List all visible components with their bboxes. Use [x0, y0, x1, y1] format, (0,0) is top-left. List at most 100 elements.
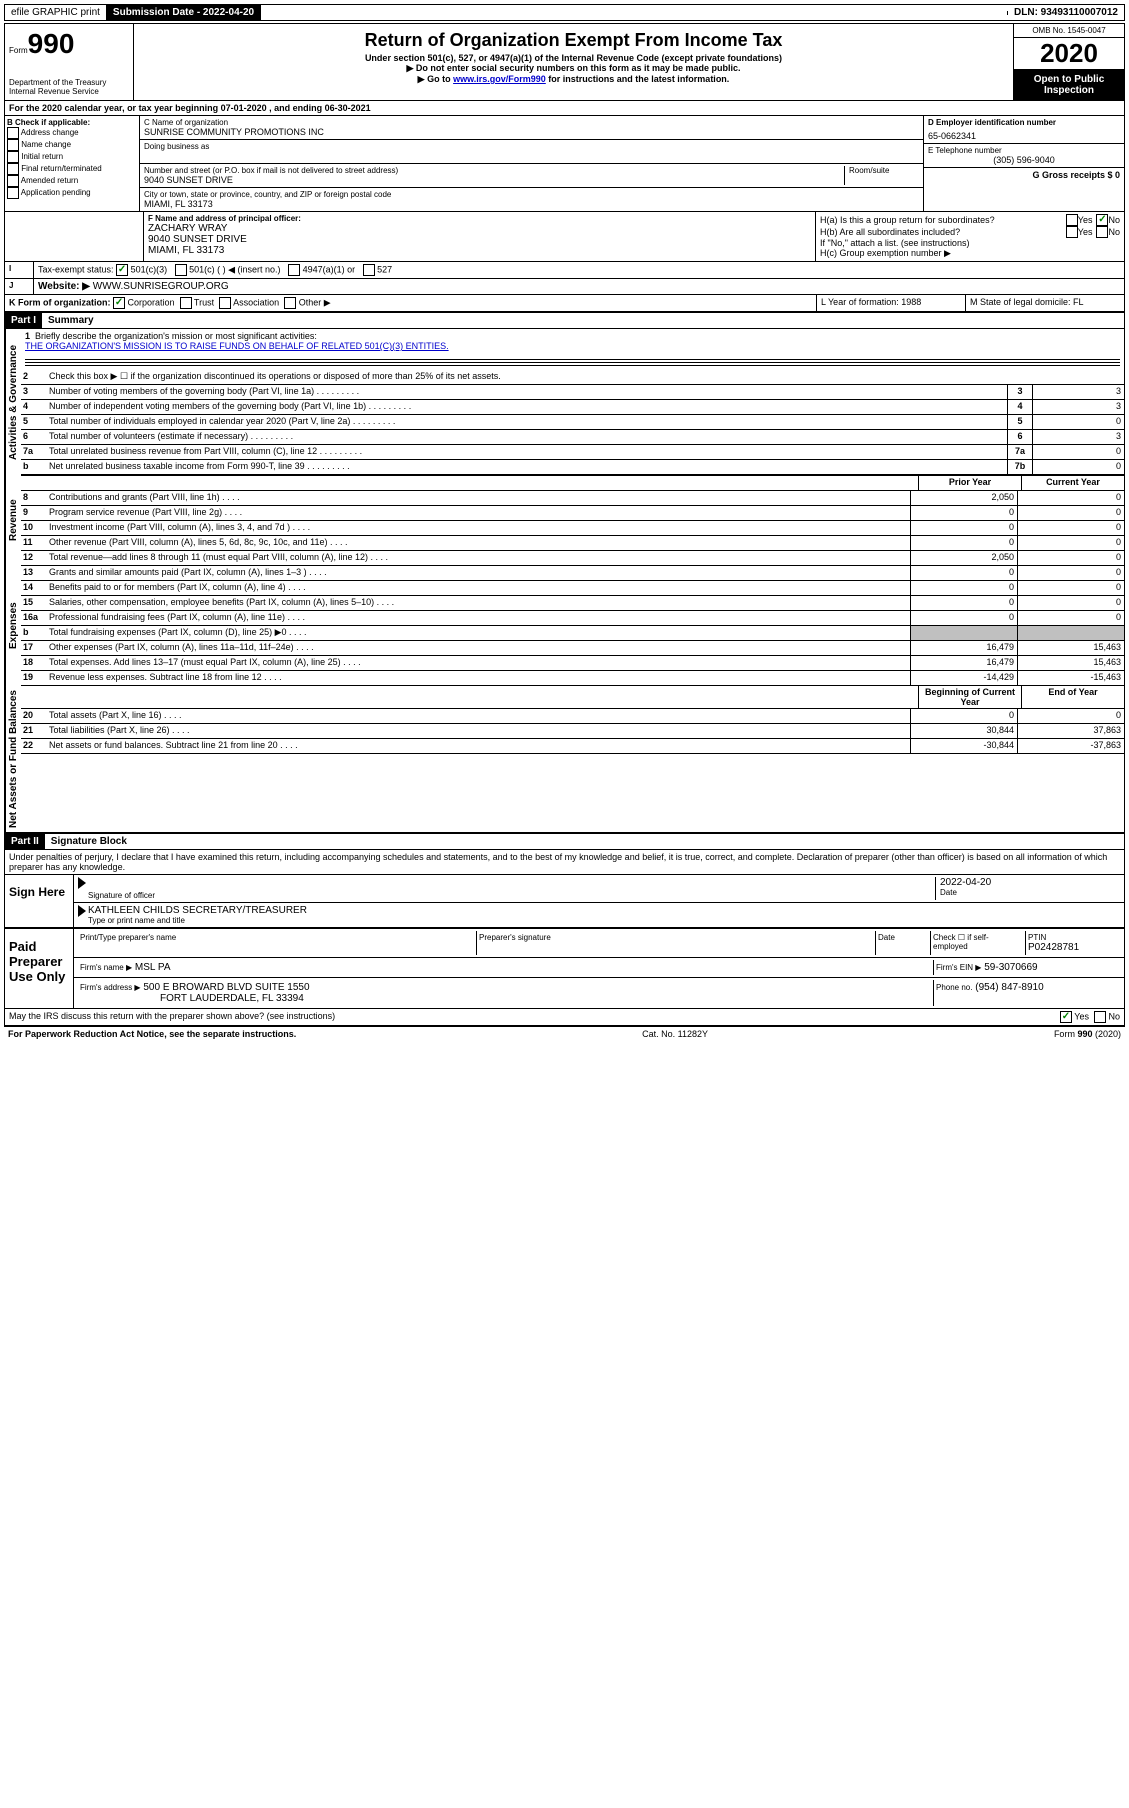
top-bar: efile GRAPHIC print Submission Date - 20…	[4, 4, 1125, 21]
self-employed-check[interactable]: Check ☐ if self-employed	[931, 931, 1026, 955]
preparer-row3: Firm's address ▶ 500 E BROWARD BLVD SUIT…	[74, 978, 1124, 1008]
phone-cell: E Telephone number (305) 596-9040	[924, 144, 1124, 168]
cb-501c[interactable]	[175, 264, 187, 276]
officer-name: ZACHARY WRAY	[148, 223, 811, 234]
dba-label: Doing business as	[144, 142, 919, 151]
part1-tag: Part I	[5, 313, 42, 328]
exp-line-18: 18 Total expenses. Add lines 13–17 (must…	[21, 656, 1124, 671]
rev-header-row: Prior Year Current Year	[21, 475, 1124, 491]
sign-here-section: Sign Here Signature of officer 2022-04-2…	[5, 874, 1124, 928]
discuss-row: May the IRS discuss this return with the…	[5, 1009, 1124, 1026]
exp-line-19: 19 Revenue less expenses. Subtract line …	[21, 671, 1124, 686]
year-box: OMB No. 1545-0047 2020 Open to Public In…	[1013, 24, 1124, 100]
cb-address-change[interactable]: Address change	[7, 127, 137, 139]
form-header: Form990 Department of the Treasury Inter…	[5, 24, 1124, 101]
cb-527[interactable]	[363, 264, 375, 276]
paid-preparer-body: Print/Type preparer's name Preparer's si…	[74, 929, 1124, 1008]
arrow-icon-2	[78, 905, 86, 917]
ha-yes-cb[interactable]	[1066, 214, 1078, 226]
part1-header: Part I Summary	[5, 312, 1124, 329]
firm-phone: (954) 847-8910	[975, 982, 1043, 993]
rev-line-10: 10 Investment income (Part VIII, column …	[21, 521, 1124, 536]
gov-line-4: 4 Number of independent voting members o…	[21, 400, 1124, 415]
officer-cell: F Name and address of principal officer:…	[143, 212, 816, 261]
tax-status-row: I Tax-exempt status: 501(c)(3) 501(c) ( …	[5, 262, 1124, 279]
discuss-yes-cb[interactable]	[1060, 1011, 1072, 1023]
gov-line-6: 6 Total number of volunteers (estimate i…	[21, 430, 1124, 445]
right-info-column: D Employer identification number 65-0662…	[923, 116, 1124, 211]
net-line-22: 22 Net assets or fund balances. Subtract…	[21, 739, 1124, 754]
cb-501c3[interactable]	[116, 264, 128, 276]
cb-corporation[interactable]	[113, 297, 125, 309]
hc-label: H(c) Group exemption number ▶	[820, 248, 1120, 259]
l-year-formation: L Year of formation: 1988	[817, 295, 966, 311]
name-title-label: Type or print name and title	[88, 916, 1120, 925]
city-state-zip: MIAMI, FL 33173	[144, 199, 919, 209]
cb-other[interactable]	[284, 297, 296, 309]
paid-preparer-section: Paid Preparer Use Only Print/Type prepar…	[5, 928, 1124, 1009]
h-section: H(a) Is this a group return for subordin…	[816, 212, 1124, 261]
officer-h-row: F Name and address of principal officer:…	[5, 212, 1124, 262]
form-word: Form	[9, 46, 28, 55]
gov-line-5: 5 Total number of individuals employed i…	[21, 415, 1124, 430]
perjury-statement: Under penalties of perjury, I declare th…	[5, 850, 1124, 874]
rev-line-8: 8 Contributions and grants (Part VIII, l…	[21, 491, 1124, 506]
address-cell: Number and street (or P.O. box if mail i…	[140, 164, 923, 188]
gross-receipts-cell: G Gross receipts $ 0	[924, 168, 1124, 182]
ptin-cell: PTIN P02428781	[1026, 931, 1120, 955]
cb-association[interactable]	[219, 297, 231, 309]
rev-line-12: 12 Total revenue—add lines 8 through 11 …	[21, 551, 1124, 566]
irs-label: Internal Revenue Service	[9, 87, 129, 96]
phone-value: (305) 596-9040	[928, 155, 1120, 165]
ha-no-cb[interactable]	[1096, 214, 1108, 226]
prior-year-header: Prior Year	[918, 476, 1021, 490]
subtitle-3: ▶ Go to www.irs.gov/Form990 for instruct…	[138, 74, 1009, 85]
expenses-body: 13 Grants and similar amounts paid (Part…	[21, 566, 1124, 686]
officer-addr2: MIAMI, FL 33173	[148, 245, 811, 256]
cb-initial-return[interactable]: Initial return	[7, 151, 137, 163]
begin-year-header: Beginning of Current Year	[918, 686, 1021, 708]
k-label: K Form of organization:	[9, 297, 111, 307]
footer: For Paperwork Reduction Act Notice, see …	[4, 1027, 1125, 1041]
part1-title: Summary	[48, 315, 94, 326]
title-box: Return of Organization Exempt From Incom…	[134, 24, 1013, 100]
vert-governance: Activities & Governance	[5, 329, 21, 475]
c-label: C Name of organization	[144, 118, 919, 127]
i-marker: I	[5, 262, 34, 278]
dln: DLN: 93493110007012	[1008, 5, 1124, 20]
exp-line-16a: 16a Professional fundraising fees (Part …	[21, 611, 1124, 626]
org-name: SUNRISE COMMUNITY PROMOTIONS INC	[144, 127, 919, 137]
sign-here-body: Signature of officer 2022-04-20 Date KAT…	[74, 875, 1124, 927]
hb-yes-cb[interactable]	[1066, 226, 1078, 238]
mission-statement: THE ORGANIZATION'S MISSION IS TO RAISE F…	[25, 341, 449, 351]
cb-4947[interactable]	[288, 264, 300, 276]
preparer-row2: Firm's name ▶ MSL PA Firm's EIN ▶ 59-307…	[74, 958, 1124, 978]
addr-label: Number and street (or P.O. box if mail i…	[144, 166, 844, 175]
cb-amended[interactable]: Amended return	[7, 175, 137, 187]
e-label: E Telephone number	[928, 146, 1120, 155]
firm-addr1: 500 E BROWARD BLVD SUITE 1550	[143, 982, 309, 993]
city-cell: City or town, state or province, country…	[140, 188, 923, 211]
public-inspection: Open to Public Inspection	[1014, 70, 1124, 100]
exp-line-15: 15 Salaries, other compensation, employe…	[21, 596, 1124, 611]
cb-application-pending[interactable]: Application pending	[7, 187, 137, 199]
end-year-header: End of Year	[1021, 686, 1124, 708]
form990-link[interactable]: www.irs.gov/Form990	[453, 74, 546, 84]
gov-line-7a: 7a Total unrelated business revenue from…	[21, 445, 1124, 460]
cb-name-change[interactable]: Name change	[7, 139, 137, 151]
info-grid: B Check if applicable: Address change Na…	[5, 116, 1124, 212]
discuss-no-cb[interactable]	[1094, 1011, 1106, 1023]
netassets-section: Net Assets or Fund Balances Beginning of…	[5, 686, 1124, 833]
cb-final-return[interactable]: Final return/terminated	[7, 163, 137, 175]
form-ref: Form 990 (2020)	[1054, 1029, 1121, 1039]
part2-title: Signature Block	[51, 836, 127, 847]
part2-tag: Part II	[5, 834, 45, 849]
vert-expenses: Expenses	[5, 566, 21, 686]
b-title: B Check if applicable:	[7, 118, 137, 127]
ein-value: 65-0662341	[928, 131, 1120, 141]
hb-no-cb[interactable]	[1096, 226, 1108, 238]
preparer-name-col: Print/Type preparer's name	[78, 931, 477, 955]
cb-trust[interactable]	[180, 297, 192, 309]
q2-line: 2 Check this box ▶ ☐ if the organization…	[21, 370, 1124, 385]
submission-date: Submission Date - 2022-04-20	[107, 5, 261, 20]
